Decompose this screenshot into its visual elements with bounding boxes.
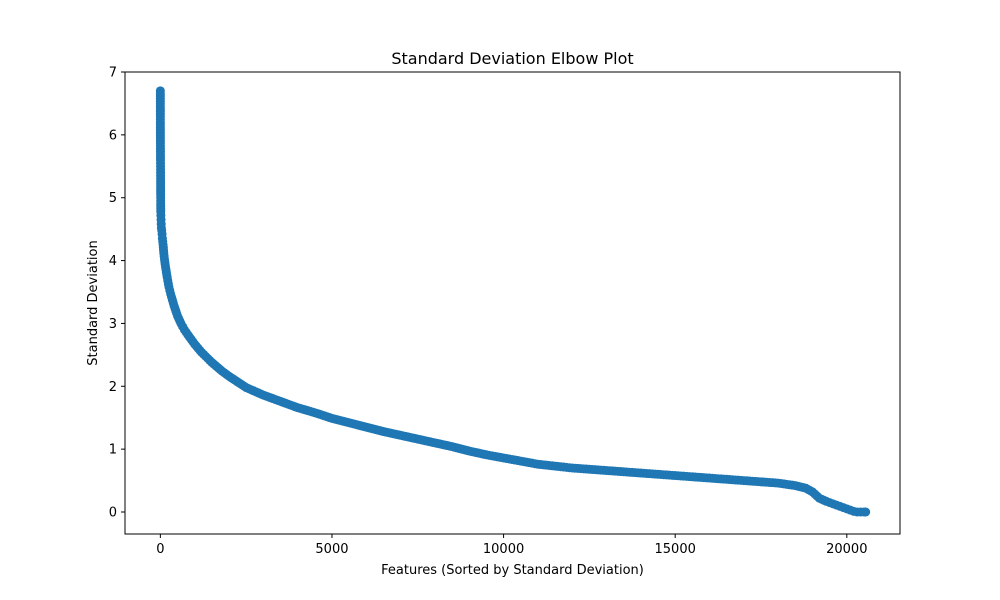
y-tick-label: 7 [109, 66, 117, 81]
x-tick-label: 0 [156, 542, 164, 557]
y-tick-label: 4 [109, 254, 117, 269]
y-tick-label: 3 [109, 317, 117, 332]
chart-title: Standard Deviation Elbow Plot [391, 49, 633, 68]
y-tick-label: 2 [109, 380, 117, 395]
data-point [861, 507, 871, 517]
y-tick-label: 0 [109, 506, 117, 521]
x-tick-label: 5000 [315, 542, 348, 557]
x-tick-label: 15000 [655, 542, 696, 557]
axes-frame [124, 71, 901, 535]
y-tick-label: 1 [109, 443, 117, 458]
y-tick-label: 5 [109, 191, 117, 206]
y-axis-label: Standard Deviation [86, 240, 101, 365]
y-tick-label: 6 [109, 128, 117, 143]
ticks: 0 5000 10000 15000 20000 0 1 2 3 4 5 6 7 [109, 66, 868, 558]
x-tick-label: 10000 [483, 542, 524, 557]
plot-area [155, 86, 871, 517]
x-axis-label: Features (Sorted by Standard Deviation) [381, 563, 644, 578]
x-tick-label: 20000 [826, 542, 867, 557]
